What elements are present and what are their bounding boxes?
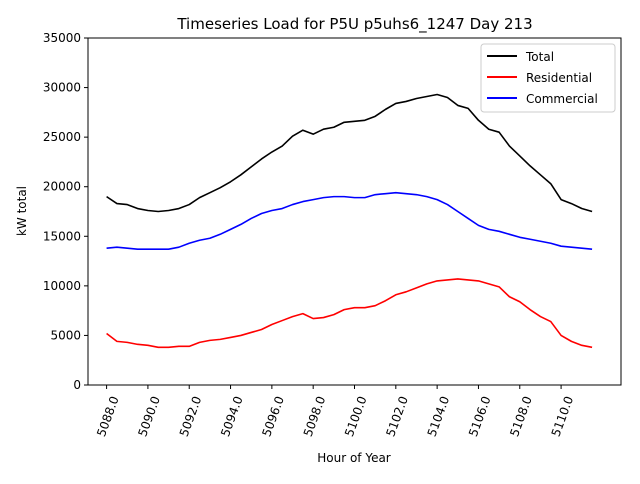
x-tick-label: 5098.0	[301, 394, 329, 438]
x-tick-label: 5104.0	[425, 394, 453, 438]
x-tick-label: 5102.0	[383, 394, 411, 438]
chart-title: Timeseries Load for P5U p5uhs6_1247 Day …	[176, 15, 532, 34]
x-tick-label: 5094.0	[218, 394, 246, 438]
series-line-residential	[106, 278, 593, 349]
y-axis-label: kW total	[15, 186, 29, 236]
y-tick-label: 35000	[43, 31, 81, 45]
x-tick-label: 5106.0	[466, 394, 494, 438]
x-tick-label: 5110.0	[549, 394, 577, 438]
legend-label-commercial: Commercial	[526, 92, 598, 106]
x-tick-label: 5088.0	[94, 394, 122, 438]
legend-label-total: Total	[525, 50, 554, 64]
legend-box	[480, 43, 616, 113]
y-tick-label: 5000	[50, 328, 81, 342]
x-tick-label: 5090.0	[135, 394, 163, 438]
x-tick-label: 5096.0	[259, 394, 287, 438]
y-tick-label: 30000	[43, 81, 81, 95]
x-tick-label: 5100.0	[342, 394, 370, 438]
legend: Total Residential Commercial	[480, 43, 616, 113]
y-axis: 0 5000 10000 15000 20000 25000 30000 35000	[43, 31, 88, 392]
legend-label-residential: Residential	[526, 71, 592, 85]
y-tick-label: 20000	[43, 180, 81, 194]
series-line-total	[106, 93, 593, 213]
y-tick-label: 0	[73, 378, 81, 392]
x-axis-label: Hour of Year	[317, 451, 391, 465]
y-tick-label: 15000	[43, 229, 81, 243]
series-lines	[106, 93, 593, 349]
y-tick-label: 25000	[43, 130, 81, 144]
x-axis: 5088.0 5090.0 5092.0 5094.0 5096.0 5098.0 5100…	[94, 385, 576, 439]
x-tick-label: 5108.0	[507, 394, 535, 438]
y-tick-label: 10000	[43, 279, 81, 293]
series-line-commercial	[106, 191, 593, 250]
x-tick-label: 5092.0	[177, 394, 205, 438]
